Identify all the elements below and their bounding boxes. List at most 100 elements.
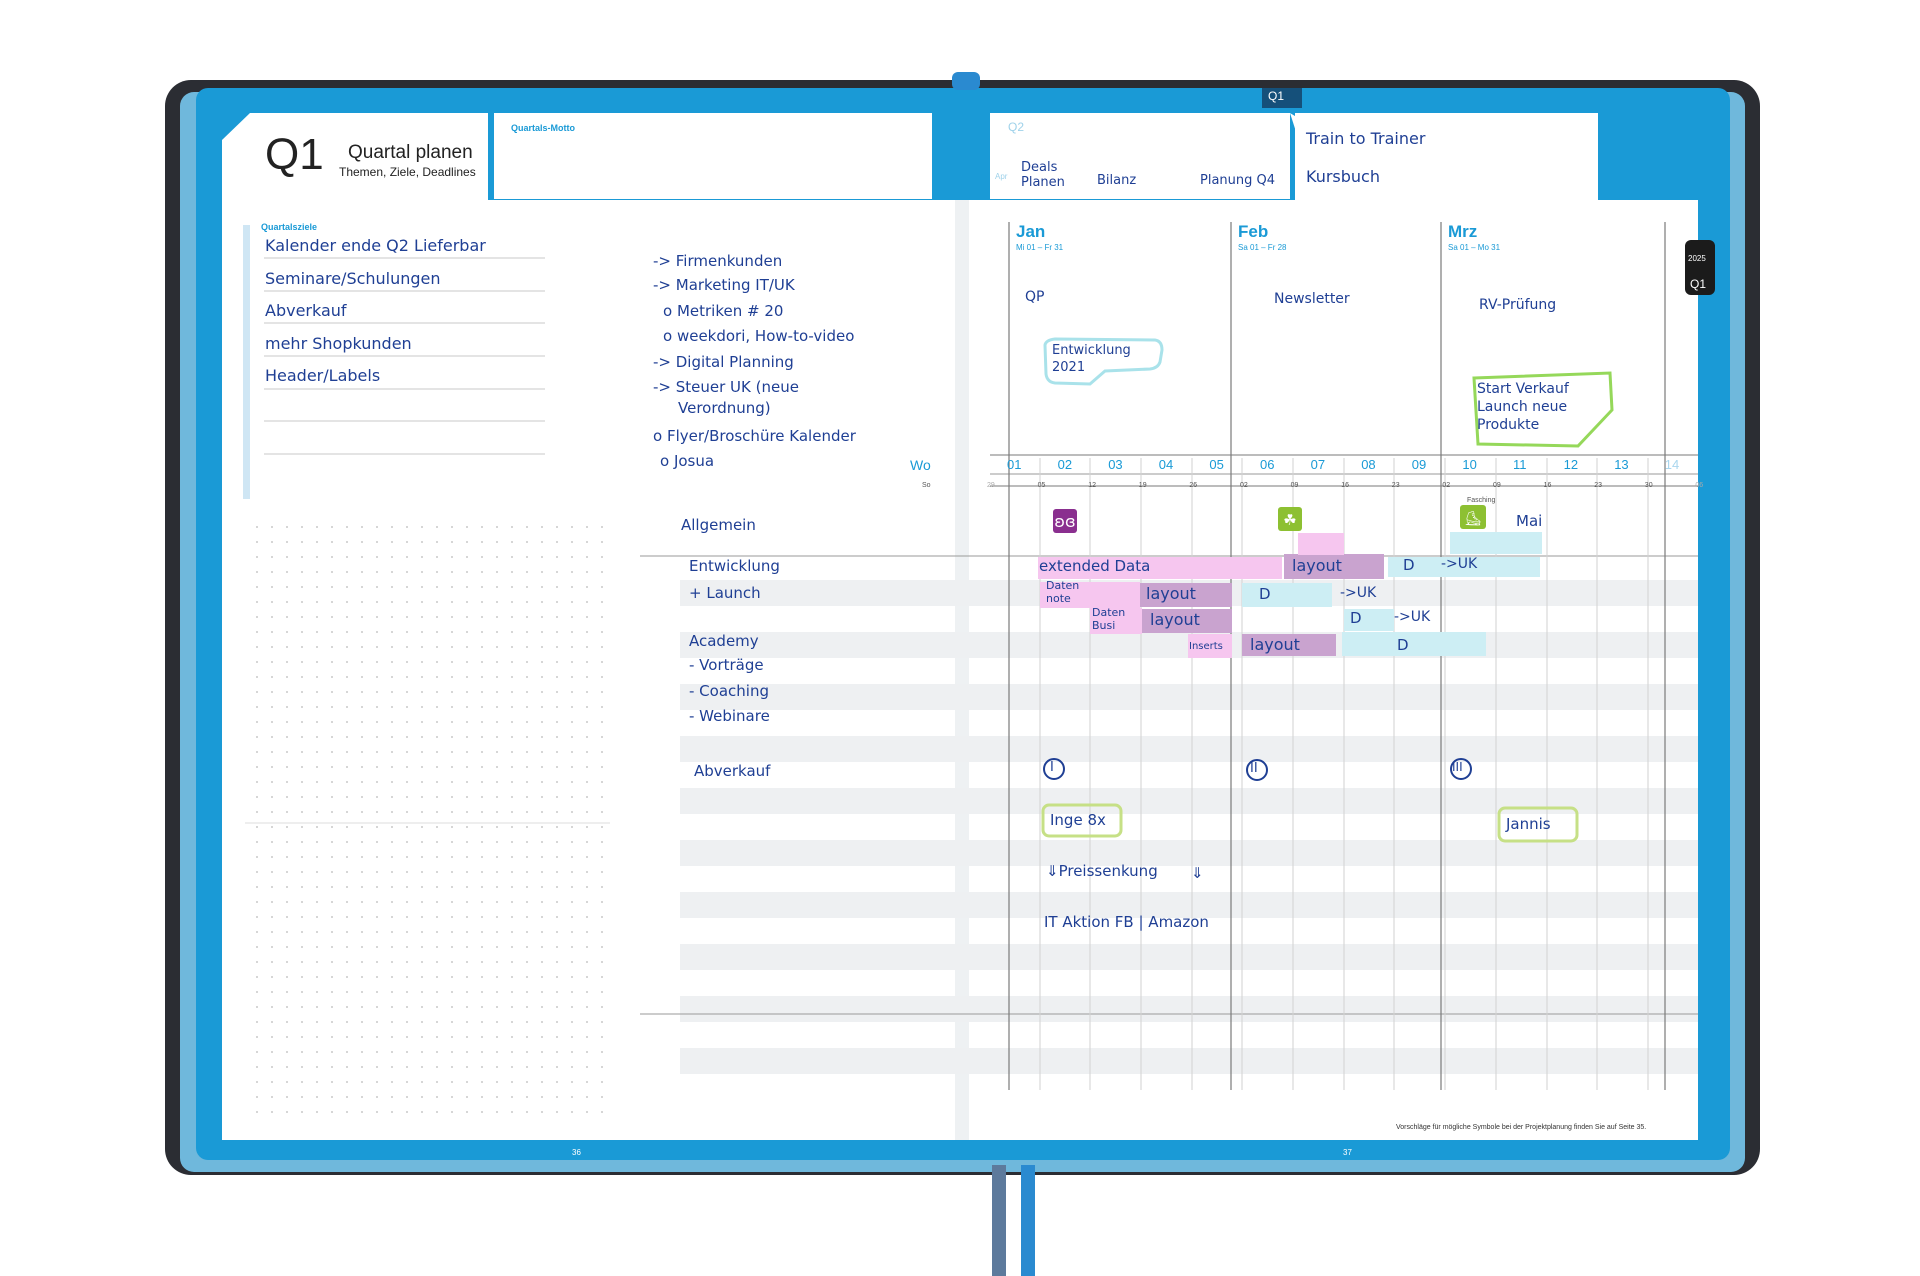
row-label: - Coaching <box>689 682 769 700</box>
week-number: 06 <box>1260 457 1275 472</box>
week-label: Wo <box>910 457 931 473</box>
page-subtitle: Themen, Ziele, Deadlines <box>339 165 476 179</box>
gantt-text: layout <box>1292 556 1342 575</box>
month-name: Feb <box>1238 222 1269 241</box>
day-number: 23 <box>1391 482 1400 489</box>
row-label: - Webinare <box>689 707 770 725</box>
day-number: 19 <box>1138 482 1147 489</box>
gantt-text: ->UK <box>1340 585 1377 601</box>
month-range: Sa 01 – Fr 28 <box>1238 243 1287 252</box>
row-label: + Launch <box>689 584 761 602</box>
gantt-text: Inge 8x <box>1050 811 1106 829</box>
month-range: Sa 01 – Mo 31 <box>1448 243 1501 252</box>
day-number: 29 <box>987 482 995 489</box>
start-note: Launch neue <box>1477 399 1568 415</box>
q2-note: Planung Q4 <box>1200 173 1276 188</box>
motto-label: Quartals-Motto <box>511 123 575 133</box>
roman-i: I <box>1050 760 1054 775</box>
motto-box <box>494 113 932 199</box>
day-number: 16 <box>1543 482 1552 489</box>
month-range: Mi 01 – Fr 31 <box>1016 243 1064 252</box>
gantt-text: ⇓ <box>1191 864 1204 882</box>
day-number: 12 <box>1088 482 1096 489</box>
week-number: 01 <box>1007 457 1022 472</box>
ribbon-grey <box>992 1165 1006 1276</box>
row-label: Academy <box>689 632 759 650</box>
gantt-text: D <box>1350 609 1362 627</box>
q2-note: Planen <box>1021 175 1065 190</box>
goal-item: mehr Shopkunden <box>265 334 412 353</box>
month-name: Jan <box>1016 222 1046 241</box>
quarter-title: Q1 <box>265 130 324 179</box>
week-number: 14 <box>1664 457 1680 472</box>
row-label: - Vorträge <box>689 656 764 674</box>
note-item: Verordnung) <box>678 399 771 417</box>
svg-text:ʚɞ: ʚɞ <box>1054 512 1075 531</box>
gantt-text: layout <box>1150 610 1200 629</box>
gantt-text: layout <box>1250 635 1300 654</box>
right-page <box>962 200 1698 1140</box>
goal-item: Abverkauf <box>265 301 347 320</box>
goal-item: Header/Labels <box>265 366 381 385</box>
fasching-label: Fasching <box>1467 497 1496 504</box>
year-tab: 2025 <box>1688 254 1706 263</box>
gantt-text: extended Data <box>1039 557 1151 575</box>
gantt-text: ⇓Preissenkung <box>1046 862 1158 880</box>
kursbuch-note: Kursbuch <box>1306 167 1380 186</box>
week-number: 10 <box>1462 457 1477 472</box>
left-page-number: 36 <box>572 1148 581 1157</box>
day-number: 06 <box>1695 482 1704 489</box>
page-title: Quartal planen <box>348 142 473 163</box>
q1-tab <box>1262 88 1302 108</box>
goal-item: Kalender ende Q2 Lieferbar <box>265 236 486 255</box>
inge-outline <box>1041 803 1123 838</box>
day-number: 30 <box>1644 482 1653 489</box>
month-note: QP <box>1025 289 1045 305</box>
week-number: 08 <box>1361 457 1376 472</box>
start-outline <box>1472 371 1614 448</box>
apr-label: Apr <box>995 172 1008 181</box>
gantt-text: IT Aktion FB | Amazon <box>1044 913 1209 931</box>
goals-label: Quartalsziele <box>261 222 318 232</box>
day-number: 02 <box>1240 482 1248 489</box>
svg-text:⛸: ⛸ <box>1464 511 1482 527</box>
entwicklung-note: Entwicklung <box>1052 343 1131 358</box>
gantt-text: D <box>1403 556 1415 574</box>
day-number: 02 <box>1442 482 1451 489</box>
q2-note: Bilanz <box>1097 173 1137 188</box>
entwicklung-note: 2021 <box>1052 360 1086 375</box>
icon-boot <box>1460 505 1486 529</box>
month-name: Mrz <box>1448 222 1478 241</box>
gantt-text: Inserts <box>1189 641 1223 652</box>
week-number: 11 <box>1513 457 1527 472</box>
day-number: 09 <box>1493 482 1501 489</box>
week-number: 02 <box>1057 457 1073 472</box>
q2-note: Deals <box>1021 160 1058 175</box>
row-label: Allgemein <box>681 516 756 534</box>
highlight-bars <box>1038 532 1542 658</box>
row-label: Abverkauf <box>694 762 771 780</box>
day-number: 26 <box>1189 482 1198 489</box>
day-number: 16 <box>1341 482 1349 489</box>
jannis-outline <box>1497 806 1579 843</box>
goal-item: Seminare/Schulungen <box>265 269 441 288</box>
q2-box <box>990 113 1290 199</box>
gantt-text: ->UK <box>1394 609 1431 625</box>
note-item: o Josua <box>660 452 715 470</box>
week-number: 09 <box>1411 457 1427 472</box>
roman-iii: III <box>1452 760 1463 774</box>
roman-ii: II <box>1250 761 1258 776</box>
note-item: o weekdori, How-to-video <box>663 327 855 345</box>
footer-note: Vorschläge für mögliche Symbole bei der … <box>1396 1124 1647 1131</box>
week-sub: So <box>922 482 931 489</box>
gantt-stripes <box>680 580 1698 1074</box>
start-note: Start Verkauf <box>1477 381 1569 397</box>
note-item: -> Steuer UK (neue <box>653 378 799 396</box>
week-number: 07 <box>1310 457 1326 472</box>
entwicklung-outline <box>1043 337 1164 386</box>
row-label: Entwicklung <box>689 557 780 575</box>
q2-label: Q2 <box>1008 120 1025 134</box>
gantt-text: note <box>1046 592 1071 605</box>
gantt-text: D <box>1259 585 1271 603</box>
